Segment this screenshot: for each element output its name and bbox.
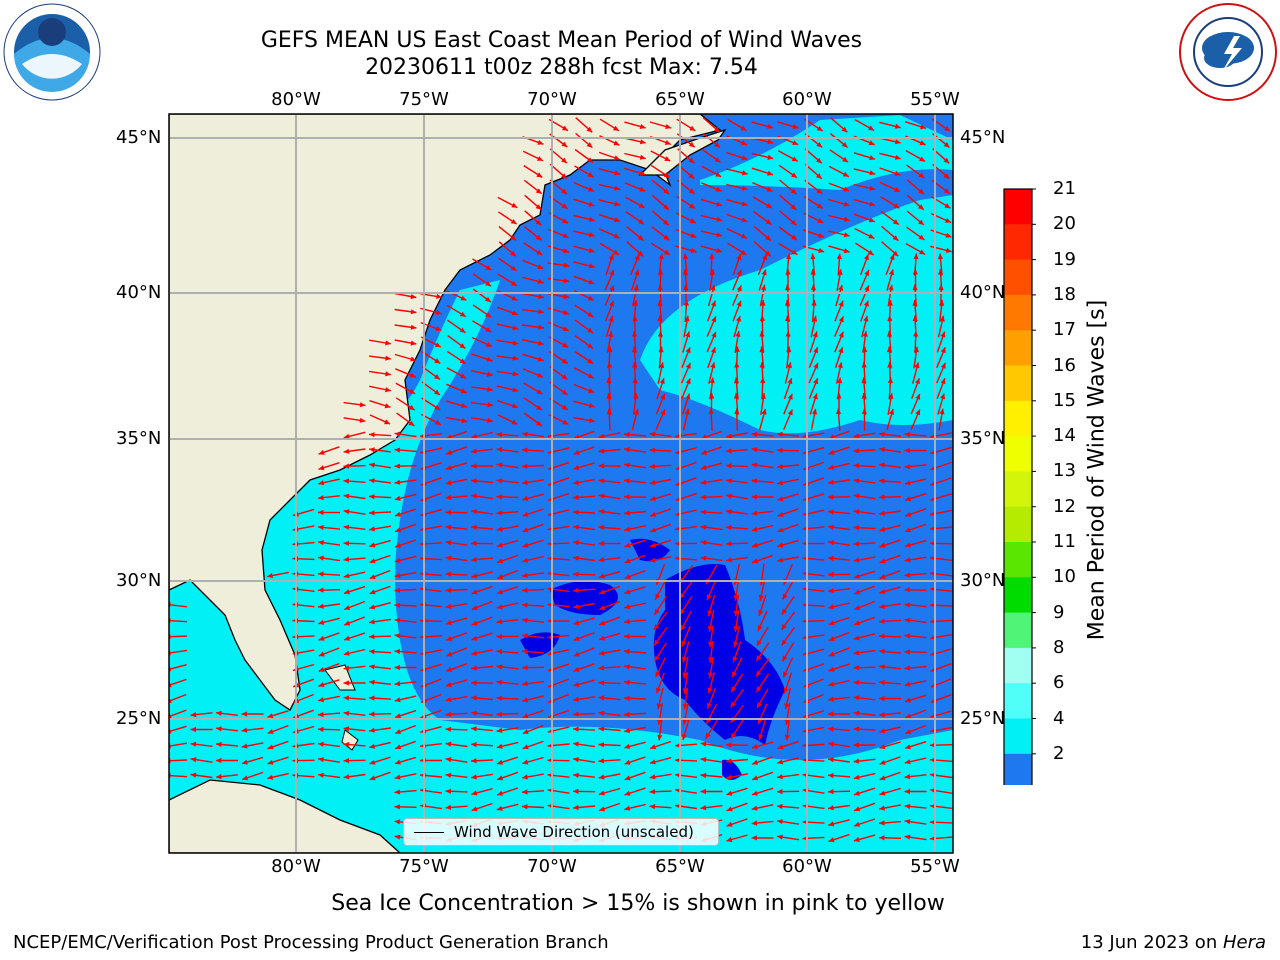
sea-ice-note-text: Sea Ice Concentration > 15% is shown in … (331, 891, 945, 916)
colorbar-label: Mean Period of Wind Waves [s] (1084, 299, 1110, 641)
footer-host: Hera (1222, 932, 1266, 953)
lat-label-right-45n: 45°N (960, 127, 1006, 148)
colorbar-segment (1004, 542, 1032, 578)
lon-label-bottom-60w: 60°W (782, 856, 832, 877)
graticule (169, 114, 953, 853)
footer-right: 13 Jun 2023 on Hera (1081, 932, 1266, 953)
lon-label-bottom-70w: 70°W (527, 856, 577, 877)
lon-label-bottom-65w: 65°W (655, 856, 705, 877)
footer-date: 13 Jun 2023 on (1080, 932, 1223, 953)
colorbar-segment (1004, 330, 1032, 366)
colorbar-tick-label: 6 (1053, 672, 1065, 694)
lon-label-bottom-55w: 55°W (910, 856, 960, 877)
colorbar-tick-label: 15 (1053, 389, 1076, 411)
colorbar-segment (1004, 436, 1032, 472)
colorbar (1003, 188, 1036, 785)
land-north-america (169, 114, 722, 711)
lon-label-bottom-80w: 80°W (271, 856, 321, 877)
legend-line-icon (414, 831, 444, 833)
lon-label-top-60w: 60°W (782, 89, 832, 110)
colorbar-tick-label: 17 (1053, 319, 1076, 341)
colorbar-segment (1004, 189, 1032, 225)
colorbar-tick-label: 10 (1053, 566, 1076, 588)
sea-ice-note: Sea Ice Concentration > 15% is shown in … (0, 891, 1278, 916)
colorbar-tick-label: 8 (1053, 636, 1065, 658)
colorbar-segment (1004, 224, 1032, 261)
colorbar-tick-label: 13 (1053, 460, 1076, 482)
lat-label-left-25n: 25°N (116, 708, 162, 729)
lat-label-left-45n: 45°N (116, 127, 162, 148)
ocean-period-below-2-south (722, 759, 742, 780)
lat-label-left-35n: 35°N (116, 428, 162, 449)
plot-subtitle: 20230611 t00z 288h fcst Max: 7.54 (365, 55, 758, 80)
colorbar-tick-label: 20 (1053, 213, 1076, 235)
lon-label-top-80w: 80°W (271, 89, 321, 110)
colorbar-tick-label: 12 (1053, 495, 1076, 517)
legend-label: Wind Wave Direction (unscaled) (454, 823, 694, 841)
lat-label-right-25n: 25°N (960, 708, 1006, 729)
colorbar-tick-label: 4 (1053, 707, 1065, 729)
plot-title: GEFS MEAN US East Coast Mean Period of W… (260, 28, 863, 53)
lon-label-bottom-75w: 75°W (399, 856, 449, 877)
lat-label-right-30n: 30°N (960, 570, 1006, 591)
colorbar-segment (1004, 471, 1032, 508)
colorbar-segment (1004, 753, 1032, 785)
colorbar-segment (1004, 647, 1032, 684)
nws-logo-icon (1179, 3, 1277, 101)
colorbar-segment (1004, 259, 1032, 296)
lon-label-top-70w: 70°W (527, 89, 577, 110)
colorbar-segment (1004, 683, 1032, 719)
lat-label-left-40n: 40°N (116, 282, 162, 303)
colorbar-tick-label: 2 (1053, 742, 1065, 764)
map-legend: Wind Wave Direction (unscaled) (403, 818, 719, 846)
ocean-period-4-6-coast (169, 280, 953, 853)
colorbar-tick-label: 11 (1053, 531, 1076, 552)
lat-label-right-40n: 40°N (960, 282, 1006, 303)
colorbar-segment (1004, 400, 1032, 437)
colorbar-segment (1004, 718, 1032, 755)
footer-left: NCEP/EMC/Verification Post Processing Pr… (13, 932, 609, 953)
colorbar-segment (1004, 506, 1032, 543)
lat-label-left-30n: 30°N (116, 570, 162, 591)
colorbar-segment (1004, 577, 1032, 614)
ocean-period-4-6-gom (169, 600, 250, 720)
colorbar-segment (1004, 365, 1032, 402)
colorbar-segment (1004, 294, 1032, 331)
colorbar-tick-label: 21 (1053, 178, 1076, 199)
lon-label-top-55w: 55°W (910, 89, 960, 110)
colorbar-tick-label: 16 (1053, 354, 1076, 376)
colorbar-tick-label: 14 (1053, 425, 1076, 447)
noaa-logo-icon (3, 3, 101, 101)
colorbar-tick-label: 9 (1053, 601, 1065, 623)
lon-label-top-65w: 65°W (655, 89, 705, 110)
ocean-period-4-6-north (640, 195, 953, 434)
colorbar-tick-label: 19 (1053, 248, 1076, 270)
colorbar-segment (1004, 612, 1032, 649)
lon-label-top-75w: 75°W (399, 89, 449, 110)
land-cuba (169, 779, 401, 853)
lat-label-right-35n: 35°N (960, 428, 1006, 449)
ocean-period-below-2-central (653, 564, 785, 745)
colorbar-tick-label: 18 (1053, 283, 1076, 305)
